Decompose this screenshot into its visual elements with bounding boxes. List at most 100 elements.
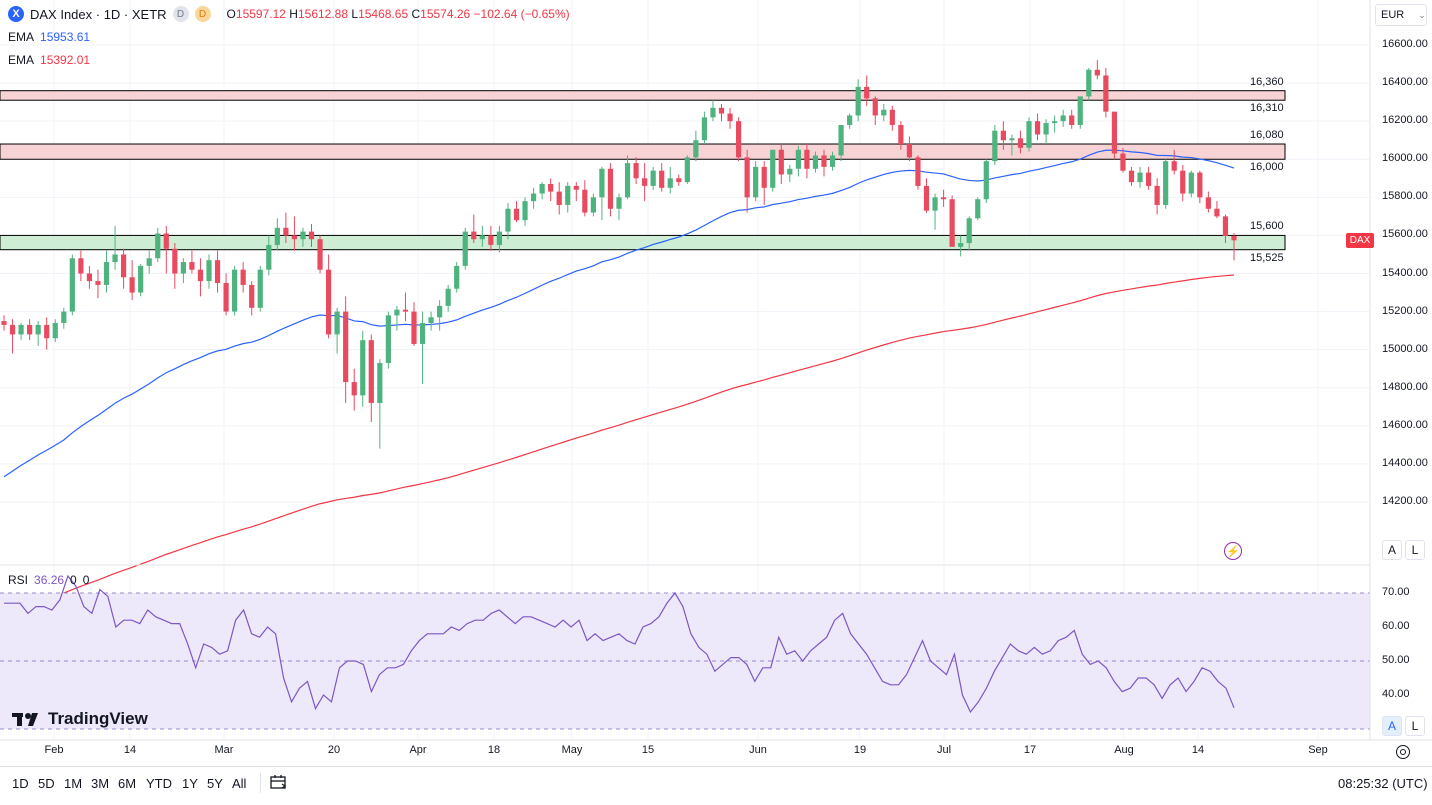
candle bbox=[394, 309, 400, 316]
time-tick-label: Jun bbox=[749, 744, 767, 756]
time-tick-label: 19 bbox=[853, 744, 867, 756]
candle bbox=[966, 218, 972, 244]
rsi-auto-scale-button[interactable]: A bbox=[1382, 716, 1402, 736]
price-change: −102.64 (−0.65%) bbox=[473, 7, 570, 21]
range-button-5d[interactable]: 5D bbox=[38, 776, 55, 791]
candle bbox=[223, 283, 229, 312]
candle bbox=[701, 117, 708, 141]
level-label: 16,080 bbox=[1250, 129, 1284, 142]
candle bbox=[958, 243, 964, 247]
candle bbox=[522, 201, 528, 221]
symbol-legend[interactable]: X DAX Index · 1D · XETR D D O15597.12 H1… bbox=[8, 6, 570, 22]
range-button-1m[interactable]: 1M bbox=[64, 776, 83, 791]
level-label: 16,360 bbox=[1250, 75, 1284, 88]
candle bbox=[240, 269, 246, 285]
candle bbox=[539, 184, 545, 194]
time-tick-label: 17 bbox=[1023, 744, 1037, 756]
range-button-1d[interactable]: 1D bbox=[12, 776, 29, 791]
symbol-title[interactable]: DAX Index · 1D · XETR bbox=[30, 6, 167, 22]
time-tick-label: 20 bbox=[327, 744, 341, 756]
candle bbox=[1145, 172, 1152, 186]
candle bbox=[1188, 172, 1194, 194]
tradingview-logo[interactable]: TradingView bbox=[12, 709, 148, 729]
candle bbox=[659, 170, 665, 188]
candle bbox=[1197, 172, 1203, 198]
utc-clock[interactable]: 08:25:32 (UTC) bbox=[1338, 776, 1428, 791]
candle bbox=[78, 258, 84, 274]
candle bbox=[1060, 115, 1066, 122]
candle bbox=[1231, 235, 1237, 241]
price-tick-label: 15200.00 bbox=[1382, 304, 1428, 317]
rsi-tick-label: 60.00 bbox=[1382, 620, 1410, 632]
candle bbox=[1103, 75, 1109, 112]
ema-legend-fast[interactable]: EMA 15953.61 bbox=[8, 30, 91, 44]
candle bbox=[761, 166, 767, 188]
log-scale-button[interactable]: L bbox=[1405, 540, 1425, 560]
candle bbox=[437, 305, 443, 318]
price-tick-label: 15400.00 bbox=[1382, 266, 1428, 279]
candle bbox=[590, 197, 596, 213]
price-tick-label: 14200.00 bbox=[1382, 495, 1428, 507]
candle bbox=[146, 258, 152, 266]
candle bbox=[343, 311, 349, 383]
candle bbox=[599, 168, 605, 198]
candle bbox=[120, 254, 127, 278]
candle bbox=[1171, 161, 1177, 171]
calendar-icon[interactable] bbox=[270, 774, 288, 790]
candle bbox=[402, 309, 409, 312]
rsi-log-scale-button[interactable]: L bbox=[1405, 716, 1425, 736]
candle bbox=[1180, 170, 1186, 194]
ohlc-readout: O15597.12 H15612.88 L15468.65 C15574.26 … bbox=[226, 7, 570, 21]
range-button-ytd[interactable]: YTD bbox=[146, 776, 172, 791]
time-tick-label: Sep bbox=[1308, 744, 1328, 756]
candle bbox=[1069, 115, 1075, 125]
price-tick-label: 14800.00 bbox=[1382, 380, 1428, 393]
range-button-1y[interactable]: 1Y bbox=[182, 776, 198, 791]
range-button-6m[interactable]: 6M bbox=[118, 776, 137, 791]
candle bbox=[530, 193, 537, 202]
candle bbox=[206, 260, 212, 282]
candle bbox=[52, 323, 58, 339]
candle bbox=[462, 231, 468, 266]
candle bbox=[317, 239, 323, 270]
range-button-5y[interactable]: 5Y bbox=[207, 776, 223, 791]
candle bbox=[488, 235, 494, 245]
candle bbox=[385, 315, 391, 363]
candle bbox=[727, 113, 733, 122]
gear-icon[interactable] bbox=[1396, 745, 1410, 759]
range-button-all[interactable]: All bbox=[232, 776, 247, 791]
price-tick-label: 15000.00 bbox=[1382, 342, 1428, 355]
rsi-label: RSI bbox=[8, 573, 29, 587]
auto-scale-button[interactable]: A bbox=[1382, 540, 1402, 560]
candle bbox=[9, 324, 16, 335]
lightning-icon[interactable]: ⚡ bbox=[1224, 542, 1242, 560]
candle bbox=[1111, 111, 1118, 154]
candle bbox=[61, 311, 67, 324]
range-button-3m[interactable]: 3M bbox=[91, 776, 110, 791]
candle bbox=[881, 109, 887, 116]
candle bbox=[616, 197, 622, 209]
candle bbox=[172, 248, 178, 274]
candle bbox=[847, 115, 853, 125]
currency-selector[interactable]: EUR ⌄ bbox=[1375, 4, 1427, 26]
candle bbox=[1034, 121, 1041, 135]
candle bbox=[770, 149, 776, 188]
candle bbox=[906, 144, 913, 158]
candle bbox=[351, 382, 357, 396]
candle bbox=[607, 168, 614, 209]
candle bbox=[18, 324, 24, 335]
delay-badge[interactable]: D bbox=[172, 6, 189, 22]
candle bbox=[360, 340, 366, 396]
candle bbox=[138, 265, 144, 293]
rsi-tick-label: 70.00 bbox=[1382, 586, 1410, 598]
candlestick-series bbox=[1, 60, 1237, 449]
ema-legend-slow[interactable]: EMA 15392.01 bbox=[8, 53, 91, 67]
candle bbox=[718, 107, 725, 114]
data-status-badge[interactable]: D bbox=[194, 6, 211, 22]
chart-canvas[interactable] bbox=[0, 0, 1432, 766]
price-tick-label: 16400.00 bbox=[1382, 76, 1428, 89]
candle bbox=[27, 324, 33, 335]
candle bbox=[103, 262, 110, 285]
candle bbox=[812, 155, 819, 169]
rsi-legend[interactable]: RSI 36.26 0 0 bbox=[8, 573, 90, 587]
